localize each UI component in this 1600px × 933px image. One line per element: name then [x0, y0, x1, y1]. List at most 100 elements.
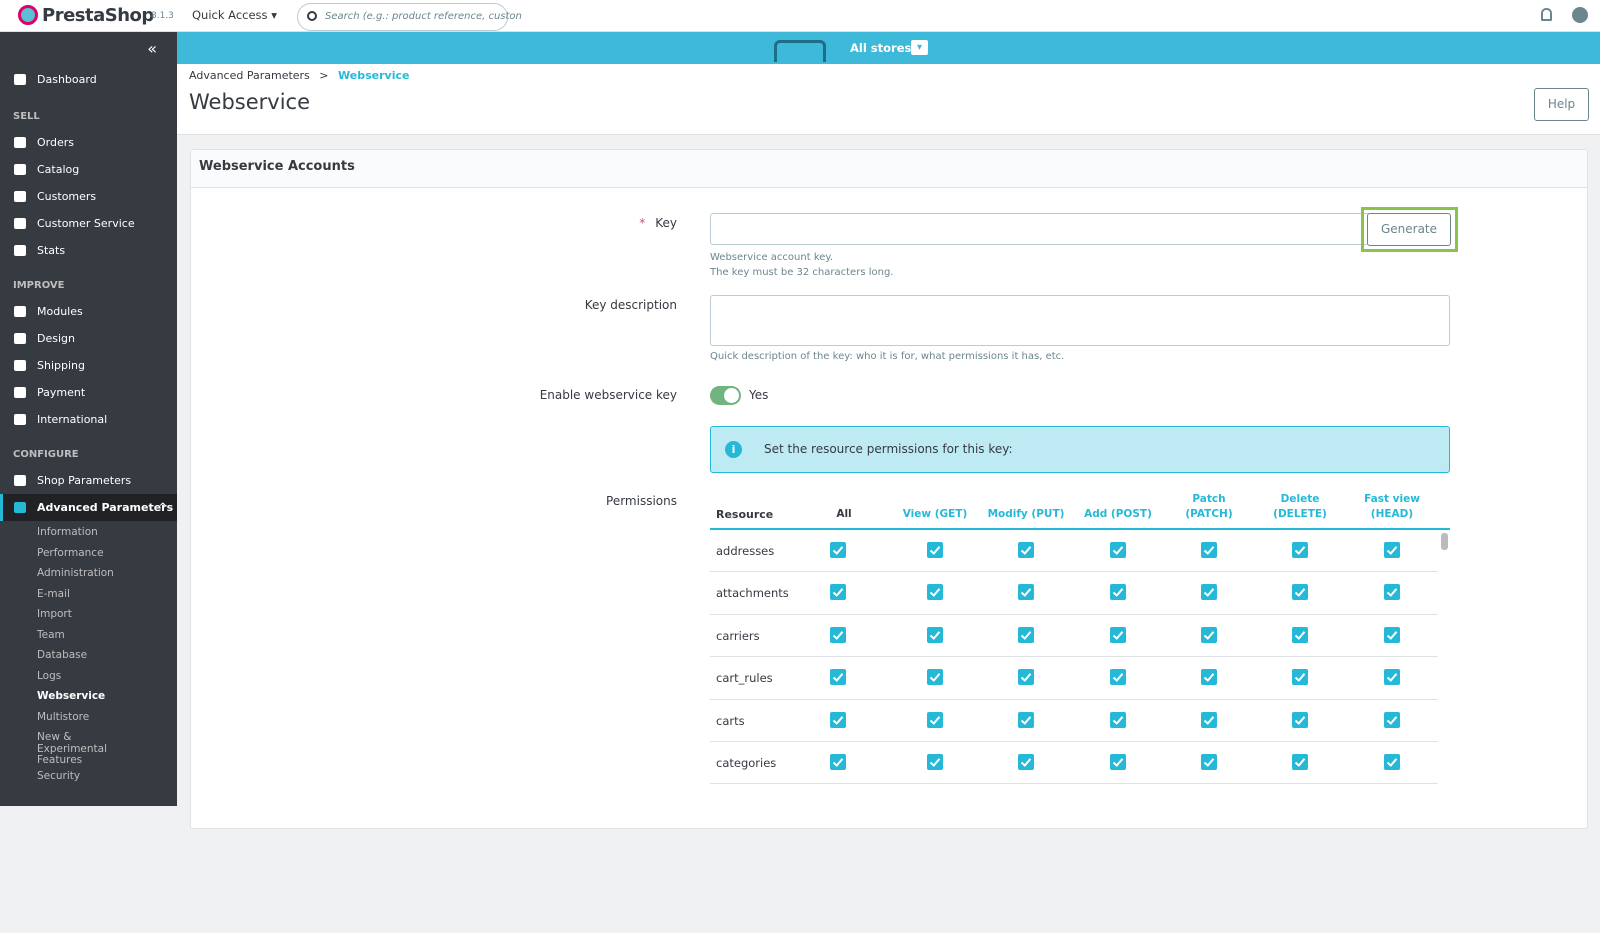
sidebar-sub-item[interactable]: Multistore	[37, 710, 90, 723]
sidebar-sub-item[interactable]: Information	[37, 526, 98, 538]
column-header[interactable]: View (GET)	[902, 508, 968, 520]
sidebar-item[interactable]: Orders	[0, 129, 177, 156]
sidebar-sub-item[interactable]: Performance	[37, 546, 104, 559]
column-header[interactable]: Delete (DELETE)	[1273, 493, 1327, 520]
sidebar-item[interactable]: Stats	[0, 237, 177, 264]
checkbox[interactable]	[1384, 626, 1400, 643]
checkbox[interactable]	[1110, 626, 1126, 643]
checkbox[interactable]	[1384, 669, 1400, 686]
checkbox[interactable]	[1292, 669, 1308, 686]
checkbox[interactable]	[1201, 584, 1217, 601]
account-icon[interactable]	[1572, 7, 1588, 23]
checkbox[interactable]	[1110, 584, 1126, 601]
sidebar-item[interactable]: International	[0, 406, 177, 433]
checkbox[interactable]	[1018, 754, 1034, 770]
sidebar-item-label: Dashboard	[37, 73, 97, 86]
sidebar-item[interactable]: Dashboard	[0, 66, 177, 93]
checkmark	[1386, 758, 1398, 767]
search-box[interactable]: Search (e.g.: product reference, custon	[297, 3, 522, 31]
checkbox[interactable]	[1201, 542, 1217, 558]
sidebar-icon	[14, 360, 26, 371]
checkbox[interactable]	[927, 669, 943, 686]
checkbox[interactable]	[830, 754, 846, 770]
checkbox[interactable]	[1201, 711, 1217, 728]
checkbox[interactable]	[1292, 626, 1308, 643]
checkbox[interactable]	[830, 711, 846, 728]
checkbox[interactable]	[1110, 711, 1126, 728]
checkbox[interactable]	[1110, 754, 1126, 770]
sidebar-sub-item[interactable]: Database	[37, 649, 88, 661]
checkbox[interactable]	[1292, 754, 1308, 770]
checkbox[interactable]	[1110, 669, 1126, 686]
checkbox[interactable]	[1018, 669, 1034, 686]
checkbox[interactable]	[1018, 542, 1034, 558]
key-input[interactable]	[710, 213, 1370, 245]
sidebar-item[interactable]: Modules	[0, 298, 177, 325]
sidebar-item[interactable]: Shipping	[0, 352, 177, 379]
checkbox[interactable]	[1018, 711, 1034, 728]
quick-access[interactable]: Quick Access ▾	[192, 8, 277, 22]
sidebar-sub-item[interactable]: Webservice	[37, 690, 106, 702]
description-textarea[interactable]	[710, 295, 1450, 346]
checkbox[interactable]	[1110, 542, 1126, 558]
checkbox[interactable]	[927, 626, 943, 643]
checkbox[interactable]	[1201, 626, 1217, 643]
store-dropdown[interactable]: ▾	[911, 40, 928, 55]
table-body: addresses attachments carriers cart_rules ca…	[710, 530, 1450, 784]
checkbox[interactable]	[1384, 584, 1400, 601]
column-header[interactable]: Patch (PATCH)	[1185, 493, 1233, 520]
sidebar-item[interactable]: Customer Service	[0, 210, 177, 237]
checkbox[interactable]	[1201, 669, 1217, 686]
generate-button[interactable]: Generate	[1367, 213, 1451, 246]
logo[interactable]: PrestaShop	[42, 5, 154, 26]
breadcrumb-separator: >	[319, 69, 329, 82]
checkbox[interactable]	[927, 542, 943, 558]
checkbox[interactable]	[830, 542, 846, 558]
checkbox[interactable]	[1018, 626, 1034, 643]
sidebar-sub-item[interactable]: Logs	[37, 669, 62, 682]
sidebar-item[interactable]: Design	[0, 325, 177, 352]
sidebar-item[interactable]: Customers	[0, 183, 177, 210]
column-header[interactable]: Add (POST)	[1084, 508, 1152, 520]
checkbox[interactable]	[927, 754, 943, 770]
notifications-icon[interactable]	[1541, 8, 1552, 21]
checkbox[interactable]	[1201, 754, 1217, 770]
sidebar-sub-item[interactable]: Security	[37, 769, 81, 782]
scrollbar	[1441, 533, 1448, 550]
table-row: carriers	[710, 615, 1438, 658]
checkmark	[1386, 673, 1398, 683]
checkbox[interactable]	[1384, 542, 1400, 558]
sidebar-icon	[14, 306, 26, 317]
checkbox[interactable]	[1384, 754, 1400, 770]
sidebar-sub-item[interactable]: Import	[37, 608, 72, 620]
table-row: addresses	[710, 530, 1438, 573]
column-header[interactable]: Fast view (HEAD)	[1364, 493, 1420, 520]
sidebar-item-label: Payment	[37, 386, 86, 399]
checkbox[interactable]	[1384, 711, 1400, 728]
checkbox[interactable]	[1292, 542, 1308, 558]
checkbox[interactable]	[1018, 584, 1034, 601]
sidebar-sub-item[interactable]: Team	[37, 628, 65, 641]
sidebar-item[interactable]: Payment	[0, 379, 177, 406]
checkmark	[1020, 546, 1032, 555]
sidebar-sub-item[interactable]: E-mail	[37, 587, 70, 600]
checkmark	[1386, 588, 1398, 598]
sidebar-item[interactable]: Advanced Parameters ^	[0, 494, 177, 521]
collapse-button[interactable]: «	[147, 39, 157, 58]
toggle[interactable]	[710, 386, 741, 405]
checkbox[interactable]	[830, 584, 846, 601]
checkmark	[929, 546, 941, 555]
breadcrumb-parent[interactable]: Advanced Parameters	[189, 69, 310, 82]
checkbox[interactable]	[927, 711, 943, 728]
help-button[interactable]: Help	[1534, 88, 1589, 121]
checkbox[interactable]	[830, 669, 846, 686]
column-header[interactable]: Modify (PUT)	[987, 508, 1065, 520]
sidebar-sub-item[interactable]: Administration	[37, 567, 114, 579]
sidebar-sub-item[interactable]: New & Experimental Features	[37, 731, 108, 766]
sidebar-item[interactable]: Shop Parameters	[0, 467, 177, 494]
sidebar-item[interactable]: Catalog	[0, 156, 177, 183]
checkbox[interactable]	[1292, 584, 1308, 601]
checkbox[interactable]	[1292, 711, 1308, 728]
checkbox[interactable]	[927, 584, 943, 601]
checkbox[interactable]	[830, 626, 846, 643]
